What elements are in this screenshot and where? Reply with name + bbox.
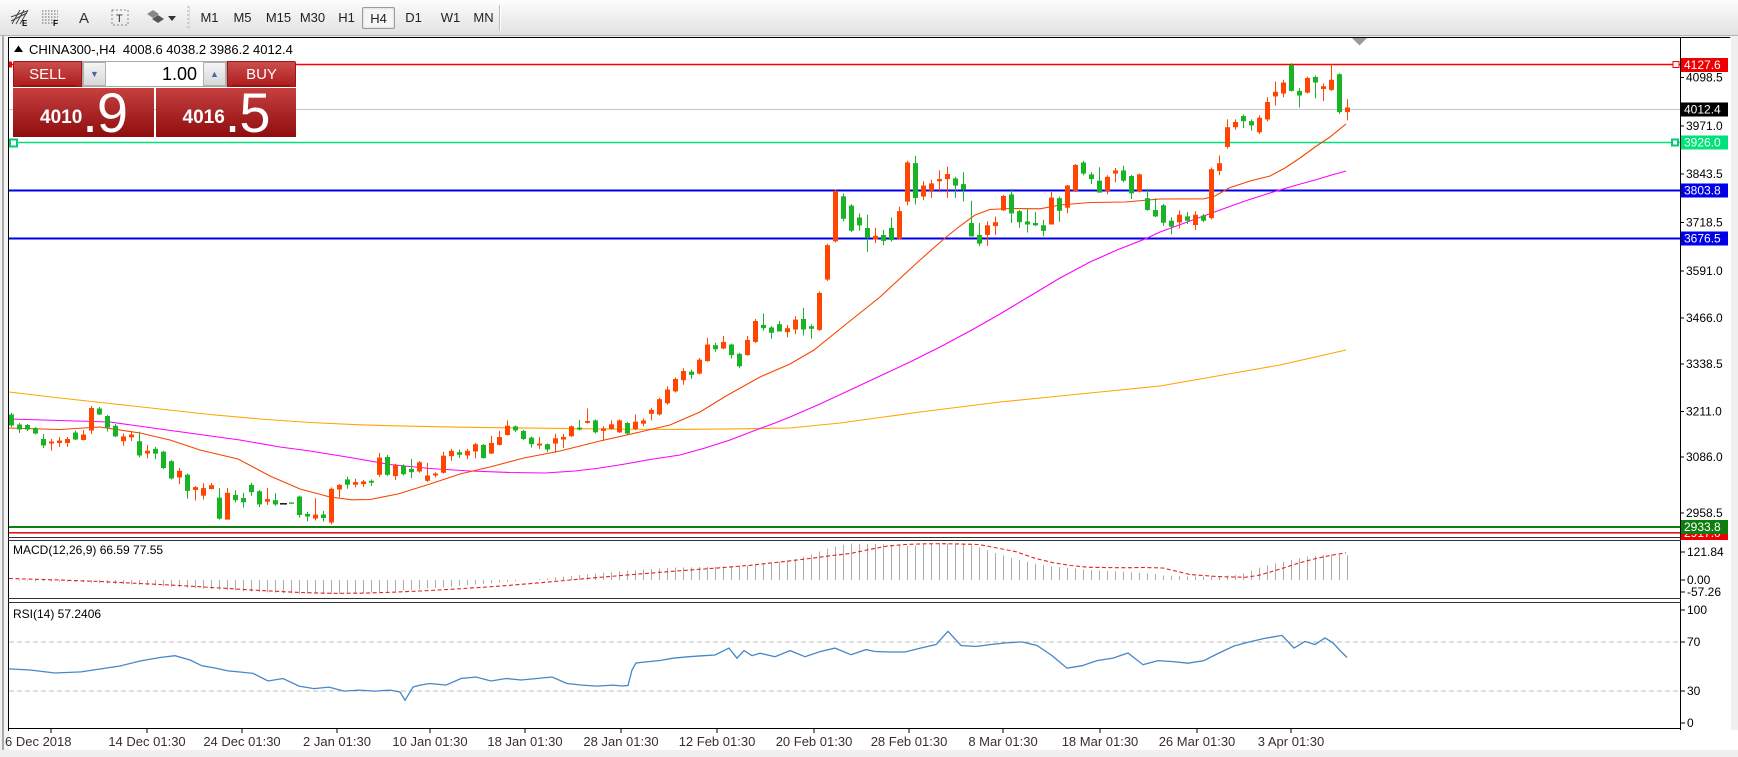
svg-text:6 Dec 2018: 6 Dec 2018 bbox=[5, 734, 72, 749]
svg-text:3803.8: 3803.8 bbox=[1684, 184, 1721, 198]
svg-text:3971.0: 3971.0 bbox=[1686, 119, 1723, 133]
svg-text:3843.5: 3843.5 bbox=[1686, 167, 1723, 181]
svg-text:4127.6: 4127.6 bbox=[1684, 58, 1721, 72]
svg-text:28 Feb 01:30: 28 Feb 01:30 bbox=[871, 734, 948, 749]
svg-text:F: F bbox=[53, 19, 58, 28]
svg-text:3211.0: 3211.0 bbox=[1686, 405, 1722, 419]
svg-text:3926.0: 3926.0 bbox=[1684, 136, 1721, 150]
svg-text:MACD(12,26,9) 66.59 77.55: MACD(12,26,9) 66.59 77.55 bbox=[13, 543, 163, 557]
svg-text:3718.5: 3718.5 bbox=[1686, 216, 1723, 230]
svg-text:RSI(14) 57.2406: RSI(14) 57.2406 bbox=[13, 607, 101, 621]
svg-text:70: 70 bbox=[1687, 635, 1701, 649]
svg-text:121.84: 121.84 bbox=[1687, 545, 1724, 559]
svg-text:24 Dec 01:30: 24 Dec 01:30 bbox=[203, 734, 280, 749]
svg-text:20 Feb 01:30: 20 Feb 01:30 bbox=[776, 734, 853, 749]
svg-text:2933.8: 2933.8 bbox=[1684, 520, 1721, 534]
svg-text:18 Jan 01:30: 18 Jan 01:30 bbox=[487, 734, 562, 749]
svg-text:3676.5: 3676.5 bbox=[1684, 232, 1721, 246]
svg-text:CHINA300-,H4 4008.6 4038.2 39: CHINA300-,H4 4008.6 4038.2 3986.2 4012.4 bbox=[29, 42, 293, 57]
svg-text:0: 0 bbox=[1687, 716, 1694, 730]
svg-text:14 Dec 01:30: 14 Dec 01:30 bbox=[108, 734, 185, 749]
svg-text:3 Apr 01:30: 3 Apr 01:30 bbox=[1258, 734, 1325, 749]
svg-text:E: E bbox=[22, 19, 28, 28]
svg-text:3338.5: 3338.5 bbox=[1686, 357, 1723, 371]
svg-text:2 Jan 01:30: 2 Jan 01:30 bbox=[303, 734, 371, 749]
svg-text:30: 30 bbox=[1687, 684, 1701, 698]
svg-text:4012.4: 4012.4 bbox=[1684, 103, 1721, 117]
svg-text:3466.0: 3466.0 bbox=[1686, 311, 1723, 325]
svg-text:-57.26: -57.26 bbox=[1687, 585, 1721, 599]
svg-text:28 Jan 01:30: 28 Jan 01:30 bbox=[583, 734, 658, 749]
svg-text:2958.5: 2958.5 bbox=[1686, 506, 1723, 520]
svg-text:A: A bbox=[79, 10, 89, 27]
svg-text:3086.0: 3086.0 bbox=[1686, 450, 1723, 464]
svg-text:4098.5: 4098.5 bbox=[1686, 71, 1723, 85]
svg-text:100: 100 bbox=[1687, 603, 1707, 617]
svg-text:T: T bbox=[116, 13, 123, 25]
svg-text:18 Mar 01:30: 18 Mar 01:30 bbox=[1062, 734, 1139, 749]
svg-text:8 Mar 01:30: 8 Mar 01:30 bbox=[968, 734, 1037, 749]
svg-text:0.00: 0.00 bbox=[1687, 573, 1711, 587]
svg-text:26 Mar 01:30: 26 Mar 01:30 bbox=[1159, 734, 1236, 749]
svg-text:10 Jan 01:30: 10 Jan 01:30 bbox=[392, 734, 467, 749]
svg-text:3591.0: 3591.0 bbox=[1686, 264, 1723, 278]
svg-text:12 Feb 01:30: 12 Feb 01:30 bbox=[679, 734, 756, 749]
